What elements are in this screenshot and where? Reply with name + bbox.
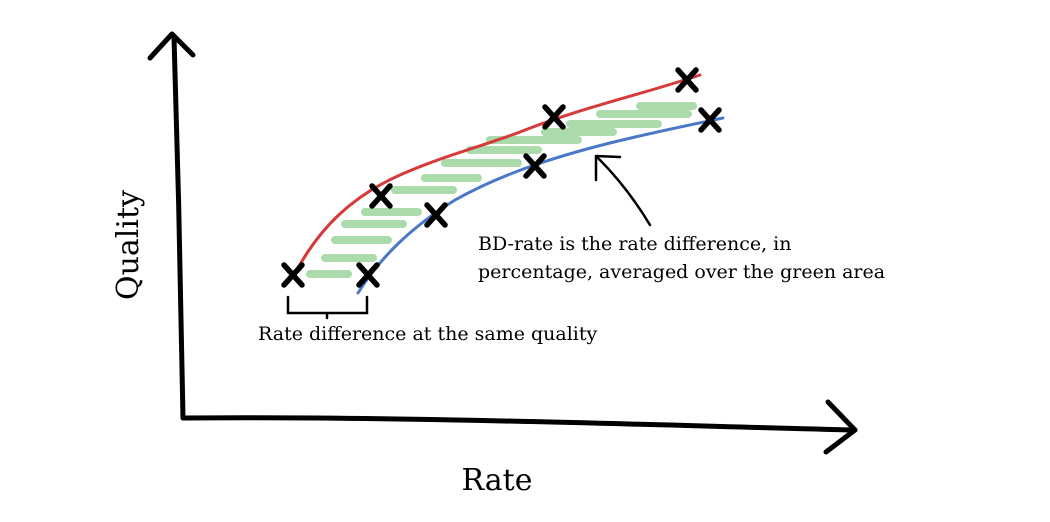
axes	[147, 31, 858, 455]
marker-red-2	[369, 183, 393, 209]
x-axis-arrowhead	[823, 399, 858, 455]
marker-red-3	[542, 104, 566, 130]
marker-blue-3	[523, 153, 547, 179]
marker-red-1	[281, 262, 305, 288]
marker-red-4	[675, 67, 699, 93]
marker-blue-2	[424, 202, 448, 228]
marker-blue-1	[356, 262, 380, 288]
data-markers	[281, 67, 722, 288]
bd-rate-label-line2: percentage, averaged over the green area	[478, 261, 885, 283]
annotation-arrow	[594, 154, 652, 227]
y-axis-label: Quality	[111, 190, 146, 300]
rate-difference-bracket	[286, 295, 369, 320]
green-area	[306, 102, 699, 278]
blue-curve	[356, 116, 725, 295]
x-axis-label: Rate	[462, 463, 533, 498]
rate-difference-label: Rate difference at the same quality	[258, 323, 598, 345]
y-axis	[171, 34, 186, 421]
bd-rate-label-line1: BD-rate is the rate difference, in	[478, 233, 791, 255]
marker-blue-4	[698, 107, 722, 133]
x-axis	[180, 415, 858, 433]
red-curve	[291, 73, 702, 279]
y-axis-arrowhead	[147, 31, 196, 61]
